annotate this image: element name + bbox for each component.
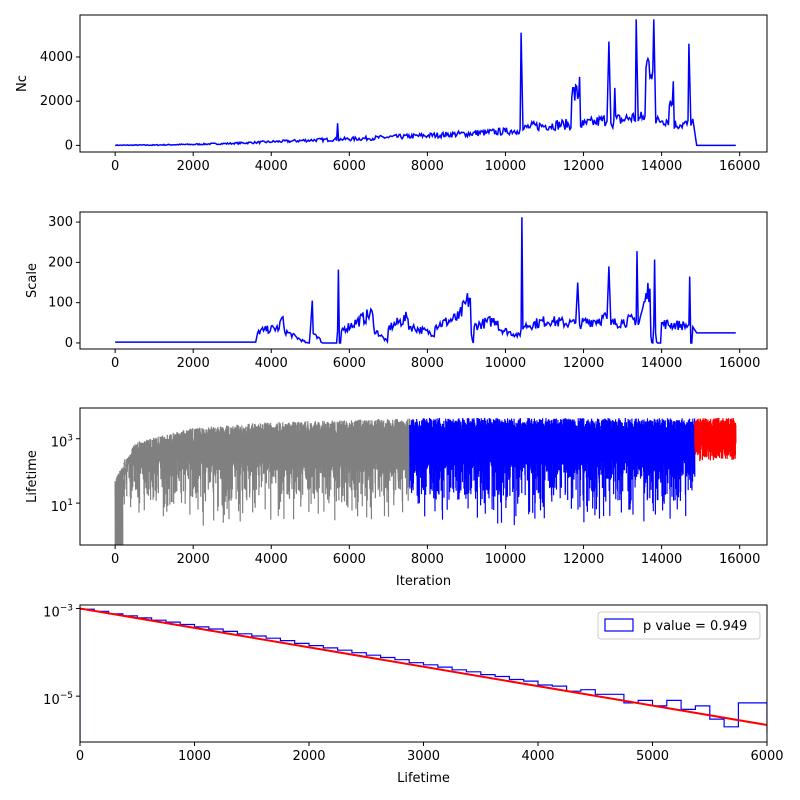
x-tick-label: 6000 (333, 356, 366, 371)
plot-area (114, 417, 737, 545)
x-tick-label: 14000 (641, 356, 682, 371)
plot-area (80, 607, 767, 742)
x-tick-label: 10000 (485, 552, 526, 567)
x-tick-label: 14000 (641, 552, 682, 567)
x-tick-label: 5000 (636, 749, 669, 764)
x-tick-label: 4000 (255, 159, 288, 174)
x-tick-label: 3000 (407, 749, 440, 764)
legend-box (597, 611, 761, 640)
x-tick-label: 1000 (178, 749, 211, 764)
x-tick-label: 16000 (719, 552, 760, 567)
series-trace-3 (694, 417, 737, 462)
x-tick-label: 6000 (333, 159, 366, 174)
axes-frame (79, 211, 768, 350)
y-axis-label: Scale (25, 263, 40, 298)
x-tick-label: 2000 (177, 552, 210, 567)
y-tick-label: 0 (65, 336, 73, 351)
y-tick-label: 0 (65, 138, 73, 153)
x-tick-label: 4000 (255, 356, 288, 371)
x-axis-label: Lifetime (397, 771, 450, 786)
legend-swatch (604, 618, 634, 632)
x-tick-label: 14000 (641, 159, 682, 174)
x-tick-label: 2000 (292, 749, 325, 764)
y-axis-label: Lifetime (25, 450, 40, 503)
x-tick-label: 0 (111, 552, 119, 567)
x-tick-label: 0 (76, 749, 84, 764)
x-tick-label: 6000 (750, 749, 783, 764)
axes-frame (79, 407, 768, 546)
x-tick-label: 6000 (333, 552, 366, 567)
x-tick-label: 8000 (411, 552, 444, 567)
x-tick-label: 2000 (177, 159, 210, 174)
x-tick-label: 12000 (563, 356, 604, 371)
chart-panel-2: 0 2000 4000 6000 8000 10000 12000 14000 16000 0 10… (25, 211, 768, 371)
y-tick-label: 300 (48, 215, 73, 230)
series-trace-2 (409, 417, 696, 526)
y-tick-label: 4000 (40, 50, 73, 65)
y-tick-label: 200 (48, 255, 73, 270)
histogram-step (80, 608, 767, 742)
axes-frame (79, 14, 768, 153)
x-tick-label: 12000 (563, 552, 604, 567)
x-tick-label: 16000 (719, 356, 760, 371)
x-tick-label: 4000 (521, 749, 554, 764)
y-tick-label: 100 (48, 296, 73, 311)
x-tick-label: 4000 (255, 552, 288, 567)
x-axis-label: Iteration (396, 574, 451, 589)
x-tick-label: 0 (111, 159, 119, 174)
legend-label: p value = 0.949 (643, 619, 747, 634)
x-tick-label: 16000 (719, 159, 760, 174)
chart-panel-1: 0 2000 4000 6000 8000 10000 12000 14000 16000 0 20… (15, 14, 768, 174)
x-tick-label: 8000 (411, 159, 444, 174)
series-line-1 (115, 19, 736, 147)
plot-area (115, 217, 736, 345)
x-tick-label: 8000 (411, 356, 444, 371)
series-trace-1 (114, 418, 411, 545)
plot-area (115, 19, 736, 147)
chart-panel-3: 0 2000 4000 6000 8000 10000 12000 14000 16000101… (25, 407, 768, 589)
x-tick-label: 12000 (563, 159, 604, 174)
y-axis-label: Nc (15, 75, 30, 92)
legend: p value = 0.949 (597, 611, 761, 640)
series-line-1 (115, 217, 736, 345)
x-tick-label: 2000 (177, 356, 210, 371)
x-tick-label: 10000 (485, 356, 526, 371)
y-tick-label: 2000 (40, 94, 73, 109)
x-tick-label: 0 (111, 356, 119, 371)
fit-line (80, 607, 767, 726)
x-tick-label: 10000 (485, 159, 526, 174)
